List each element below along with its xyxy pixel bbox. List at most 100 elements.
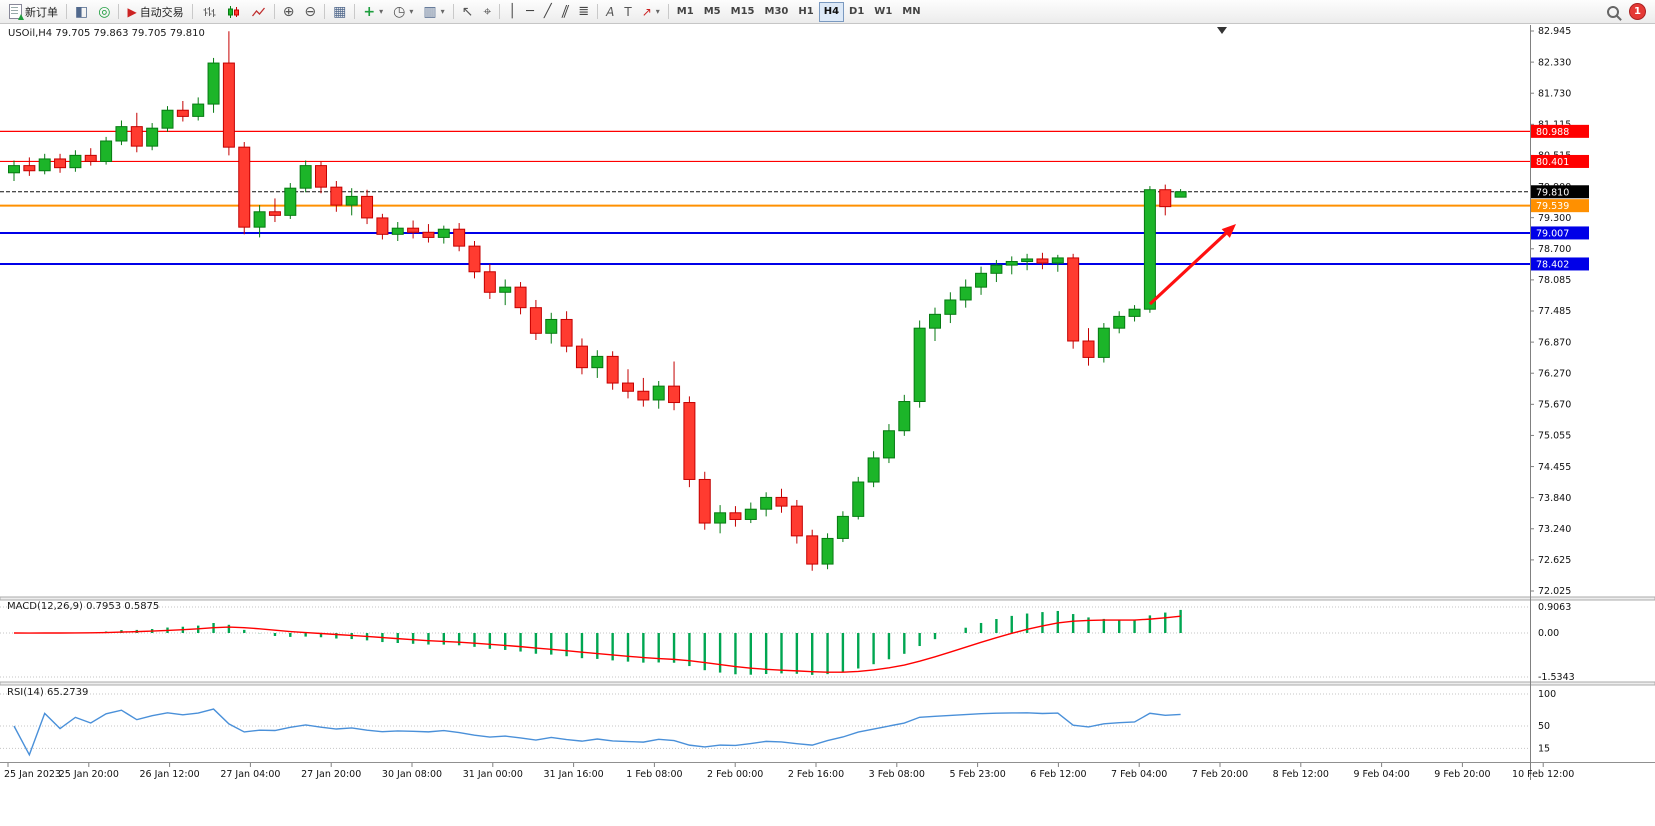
crosshair-button[interactable]: ⌖ [478,1,496,23]
line-chart-button[interactable] [246,1,271,23]
fibonacci-icon: ≣ [578,4,590,19]
candle-body [575,345,588,369]
timeframe-m5[interactable]: M5 [703,6,721,17]
equidistant-channel-button[interactable]: ∥ [557,1,574,23]
equidistant-channel-icon: ∥ [559,4,571,19]
toolbar-separator [66,4,67,19]
candle-body [744,508,757,520]
zoom-out-button[interactable]: ⊖ [299,1,321,23]
horizontal-line-button[interactable]: ─ [521,1,539,23]
candlestick-chart-button[interactable] [221,1,246,23]
price-tick-label: 73.840 [1538,493,1571,504]
candle-body [929,313,941,329]
candle-body [100,140,113,163]
macd-scale-label: -1.5343 [1538,672,1575,683]
chart-window-button[interactable]: ◧ [70,1,93,23]
timeframe-m1[interactable]: M1 [676,6,694,17]
panel-separator[interactable] [0,596,1655,601]
candle-body [468,245,481,273]
arrows-button[interactable]: ↗ ▾ [637,1,665,23]
candle-body [1082,340,1095,358]
price-tick-label: 82.945 [1538,26,1571,37]
candle-body [345,195,358,206]
indicators-button[interactable]: + ▾ [358,1,388,23]
toolbar-separator [191,4,193,19]
candle-body [268,211,281,216]
trendline-button[interactable]: ╱ [539,1,557,23]
candle-body [852,481,865,517]
price-badge-label: 79.810 [1536,187,1569,198]
text-label-button[interactable]: T [619,1,636,23]
fibonacci-button[interactable]: ≣ [573,1,594,23]
timeframe-m15[interactable]: M15 [730,6,755,17]
candle-body [1128,308,1141,317]
dropdown-caret-icon: ▾ [440,6,445,16]
price-tick-label: 78.085 [1538,275,1571,286]
timeframe-w1[interactable]: W1 [874,6,893,17]
rsi-indicator-label: RSI(14) 65.2739 [7,687,89,698]
candle-body [821,537,834,565]
community-button[interactable]: ◎ [93,1,115,23]
templates-button[interactable]: ▥ ▾ [418,1,449,23]
candle-body [315,165,327,188]
periods-button[interactable]: ◷ ▾ [388,1,418,23]
toolbar-separator [324,4,326,19]
arrows-icon: ↗ [641,4,652,19]
candle-body [591,355,604,369]
trendline-icon: ╱ [543,4,552,19]
price-badge-label: 78.402 [1536,259,1569,270]
candle-body [84,154,97,163]
candle-body [499,286,512,293]
zoom-in-icon: ⊕ [282,3,295,20]
candle-body [729,512,742,520]
price-tick-label: 72.025 [1538,586,1571,597]
price-tick-label: 81.730 [1538,88,1571,99]
time-tick-label: 7 Feb 20:00 [1192,769,1248,780]
timeframe-h4[interactable]: H4 [818,1,845,22]
price-tick-label: 73.240 [1538,524,1571,535]
auto-trading-icon: ▶ [127,4,137,19]
search-button[interactable] [1602,1,1624,23]
price-badge-label: 79.539 [1536,201,1569,212]
notifications-button[interactable]: 1 [1624,1,1651,23]
tile-windows-button[interactable]: ▦ [328,1,351,23]
vertical-line-button[interactable]: │ [503,1,521,23]
candle-body [391,227,404,235]
cursor-button[interactable]: ↖ [457,1,479,23]
time-tick-label: 2 Feb 16:00 [788,769,844,780]
chart-shift-marker[interactable] [1217,27,1227,34]
candle-body [1174,191,1187,198]
notification-badge: 1 [1629,3,1646,20]
candle-body [238,146,251,228]
candle-body [69,154,82,169]
candle-body [698,478,711,524]
candle-body [545,318,558,334]
candle-body [560,318,573,347]
rsi-scale-label: 50 [1538,721,1550,732]
timeframe-h1[interactable]: H1 [798,6,814,17]
timeframe-d1[interactable]: D1 [849,6,865,17]
timeframe-m30[interactable]: M30 [764,6,789,17]
auto-trading-button[interactable]: ▶ 自动交易 [122,1,188,23]
price-tick-label: 74.455 [1538,462,1571,473]
text-button[interactable]: A [601,1,619,23]
panel-separator[interactable] [0,681,1655,686]
toolbar-separator [354,4,356,19]
price-tick-label: 75.670 [1538,400,1571,411]
bar-chart-button[interactable] [196,1,221,23]
zoom-in-button[interactable]: ⊕ [278,1,300,23]
candle-body [836,515,849,539]
trend-arrow-line[interactable] [1148,229,1230,306]
candle-body [1159,189,1172,208]
candle-body [38,158,51,172]
tile-windows-icon: ▦ [333,3,347,20]
line-chart-icon [251,7,265,16]
candle-body [23,165,36,172]
candle-body [1036,258,1049,264]
toolbar-separator [273,4,275,19]
timeframe-mn[interactable]: MN [902,6,921,17]
candle-body [453,228,466,247]
candle-body [959,286,972,301]
new-order-button[interactable]: 新订单 [4,1,63,23]
